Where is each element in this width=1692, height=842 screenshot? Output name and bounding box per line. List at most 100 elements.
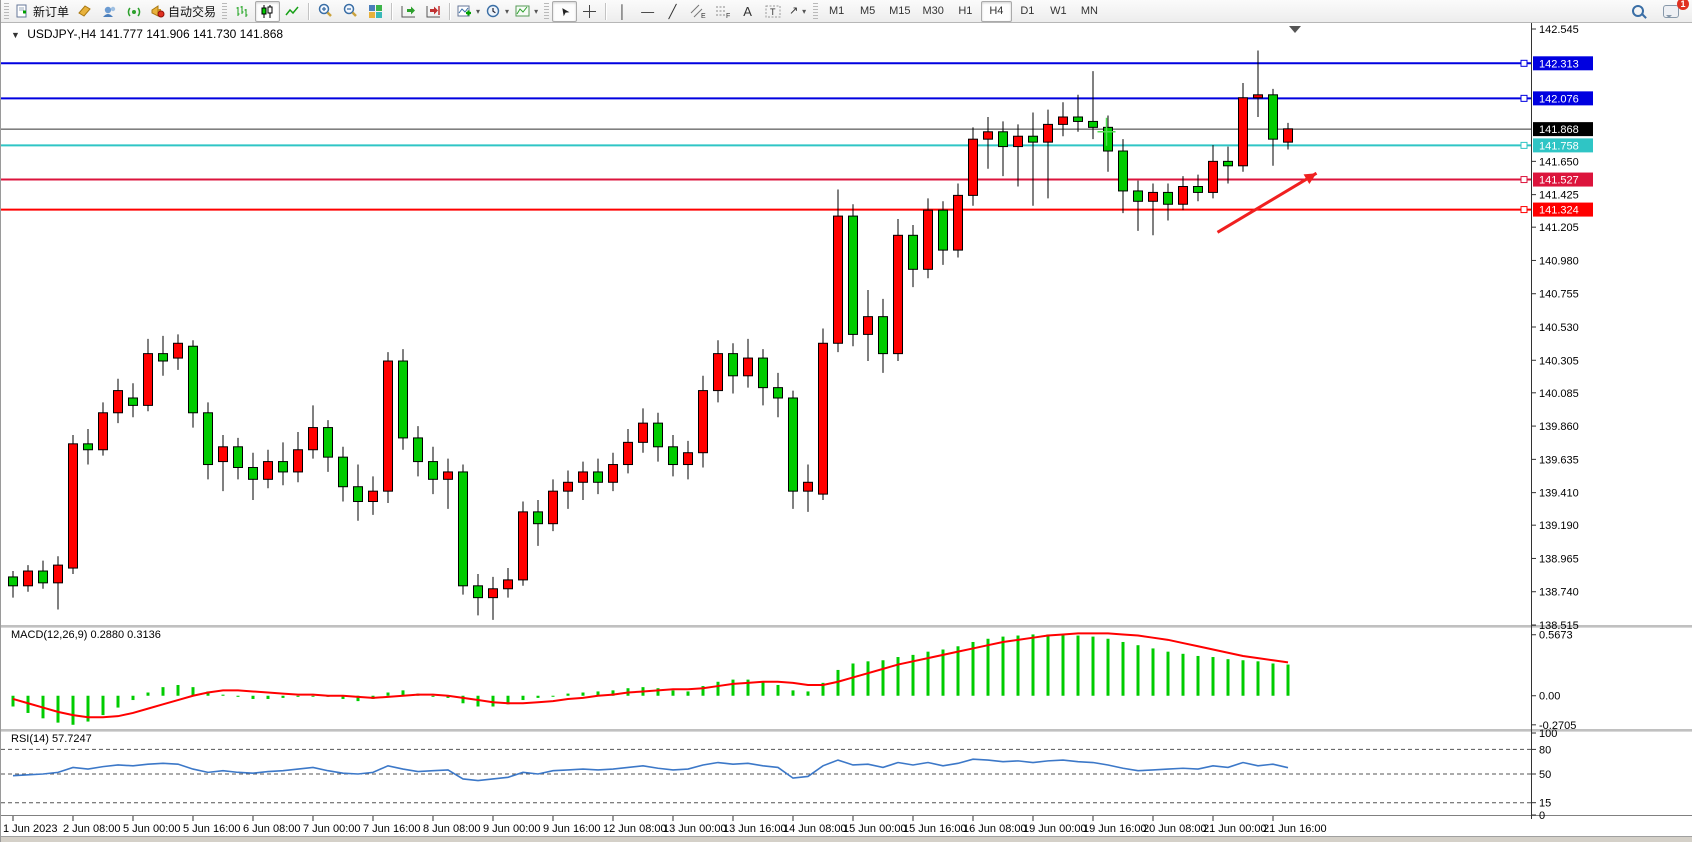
time-tick-label: 21 Jun 16:00 bbox=[1263, 823, 1327, 835]
macd-histogram-bar bbox=[1181, 653, 1185, 696]
macd-histogram-bar bbox=[1046, 634, 1050, 696]
toolbar-grip[interactable] bbox=[813, 3, 819, 19]
new-order-icon bbox=[16, 4, 27, 17]
auto-scroll-button[interactable] bbox=[396, 1, 421, 22]
trend-arrow[interactable] bbox=[1216, 171, 1318, 234]
macd-histogram-bar bbox=[1256, 661, 1260, 696]
timeframe-m1-button[interactable]: M1 bbox=[828, 5, 845, 17]
dropdown-arrow-icon[interactable]: ▾ bbox=[476, 6, 481, 16]
macd-histogram-bar bbox=[1031, 634, 1035, 696]
timeframe-h1-button[interactable]: H1 bbox=[958, 5, 973, 17]
periods-button[interactable]: ▾ bbox=[483, 1, 512, 22]
timeframe-w1-button[interactable]: W1 bbox=[1050, 5, 1067, 17]
line-anchor[interactable] bbox=[1520, 94, 1528, 102]
price-tick-label: 142.545 bbox=[1539, 24, 1579, 36]
price-tag bbox=[1533, 202, 1593, 217]
line-anchor[interactable] bbox=[1520, 176, 1528, 184]
fibonacci-tool-button[interactable]: F bbox=[710, 1, 735, 22]
vline-tool-button[interactable]: │ bbox=[610, 1, 635, 22]
macd-histogram-bar bbox=[956, 646, 960, 696]
ohlc-toggle-icon[interactable]: ▼ bbox=[11, 30, 20, 40]
macd-tick-label: -0.2705 bbox=[1539, 720, 1576, 732]
zoom-out-button[interactable] bbox=[338, 1, 363, 22]
crosshair-icon bbox=[583, 4, 597, 18]
crosshair-tool-button[interactable] bbox=[577, 1, 602, 22]
tile-windows-button[interactable] bbox=[363, 1, 388, 22]
macd-histogram-bar bbox=[26, 695, 30, 713]
search-button[interactable] bbox=[1625, 1, 1650, 22]
macd-indicator-label: MACD(12,26,9) 0.2880 0.3136 bbox=[11, 629, 161, 641]
toolbar-grip[interactable] bbox=[222, 3, 228, 19]
macd-histogram-bar bbox=[11, 695, 15, 707]
macd-histogram-bar bbox=[581, 692, 585, 696]
signals-button[interactable] bbox=[122, 1, 147, 22]
macd-histogram-bar bbox=[1106, 638, 1110, 696]
price-tag-label: 141.758 bbox=[1539, 140, 1579, 152]
price-tag bbox=[1533, 122, 1593, 137]
trendline-tool-button[interactable]: ╱ bbox=[660, 1, 685, 22]
chart-shift-button[interactable] bbox=[421, 1, 446, 22]
macd-histogram-bar bbox=[911, 654, 915, 696]
indicators-button[interactable]: ▾ bbox=[454, 1, 483, 22]
macd-histogram-bar bbox=[1121, 641, 1125, 696]
timeframe-m5-button[interactable]: M5 bbox=[859, 5, 876, 17]
chart-canvas[interactable]: 142.545 141.650 141.425 141.205 140.980 140.7… bbox=[1, 22, 1692, 836]
macd-histogram-bar bbox=[761, 681, 765, 696]
rsi-tick-label: 15 bbox=[1539, 798, 1551, 810]
toolbar-grip[interactable] bbox=[544, 3, 550, 19]
macd-histogram-bar bbox=[446, 695, 450, 698]
autotrading-button[interactable]: 自动交易 bbox=[147, 1, 219, 22]
time-tick-label: 15 Jun 16:00 bbox=[903, 823, 967, 835]
timeframe-mn-button[interactable]: MN bbox=[1080, 5, 1098, 17]
chart-candles-button[interactable] bbox=[255, 0, 281, 22]
timeframe-m15-button[interactable]: M15 bbox=[889, 5, 911, 17]
bars-chart-icon bbox=[236, 5, 248, 17]
price-tag bbox=[1533, 172, 1593, 187]
arrows-tool-button[interactable]: ↗ ▾ bbox=[785, 1, 810, 22]
line-anchor[interactable] bbox=[1520, 206, 1528, 214]
notification-badge: 1 bbox=[1677, 0, 1689, 10]
templates-button[interactable]: ▾ bbox=[512, 1, 541, 22]
macd-histogram-bar bbox=[806, 691, 810, 696]
chart-line-button[interactable] bbox=[280, 1, 305, 22]
cursor-tool-button[interactable]: ➤ bbox=[552, 0, 578, 22]
metaeditor-button[interactable] bbox=[72, 1, 97, 22]
macd-histogram-bar bbox=[1061, 634, 1065, 696]
community-button[interactable] bbox=[97, 1, 122, 22]
macd-histogram-bar bbox=[401, 690, 405, 696]
price-tag-label: 142.313 bbox=[1539, 58, 1579, 70]
zoom-in-button[interactable] bbox=[313, 1, 338, 22]
macd-histogram-bar bbox=[206, 691, 210, 696]
timeframe-m30-button[interactable]: M30 bbox=[922, 5, 944, 17]
hline-tool-button[interactable]: — bbox=[635, 1, 660, 22]
macd-histogram-bar bbox=[191, 687, 195, 696]
macd-histogram-bar bbox=[116, 695, 120, 708]
dropdown-arrow-icon[interactable]: ▾ bbox=[802, 6, 807, 16]
notifications-button[interactable]: 1 bbox=[1658, 0, 1689, 22]
price-tag-label: 141.868 bbox=[1539, 124, 1579, 136]
macd-histogram-bar bbox=[341, 695, 345, 699]
label-tool-button[interactable]: T bbox=[760, 1, 785, 22]
timeframe-d1-button[interactable]: D1 bbox=[1020, 5, 1035, 17]
macd-histogram-bar bbox=[1211, 657, 1215, 696]
timeframe-h4-button[interactable]: H4 bbox=[980, 0, 1012, 22]
rsi-line bbox=[12, 758, 1289, 782]
dropdown-arrow-icon[interactable]: ▾ bbox=[534, 6, 539, 16]
time-tick-label: 13 Jun 00:00 bbox=[663, 823, 727, 835]
channel-tool-button[interactable]: E bbox=[685, 1, 710, 22]
candles-chart-icon bbox=[261, 4, 273, 18]
text-tool-button[interactable]: A bbox=[735, 1, 760, 22]
dropdown-arrow-icon[interactable]: ▾ bbox=[505, 6, 510, 16]
line-anchor[interactable] bbox=[1520, 59, 1528, 67]
chart-bars-button[interactable] bbox=[230, 1, 255, 22]
time-tick-label: 20 Jun 08:00 bbox=[1143, 823, 1207, 835]
new-order-button[interactable]: 新订单 bbox=[12, 1, 72, 22]
chart-shift-marker[interactable] bbox=[1289, 26, 1301, 33]
zoom-in-icon bbox=[318, 3, 332, 17]
time-axis[interactable]: 1 Jun 2023 2 Jun 08:00 5 Jun 00:00 5 Jun 16… bbox=[3, 816, 1327, 835]
macd-histogram-bar bbox=[926, 651, 930, 696]
macd-tick-label: 0.00 bbox=[1539, 691, 1560, 703]
toolbar-grip[interactable] bbox=[4, 3, 9, 19]
toolbar-separator bbox=[308, 2, 311, 20]
line-anchor[interactable] bbox=[1520, 141, 1528, 149]
